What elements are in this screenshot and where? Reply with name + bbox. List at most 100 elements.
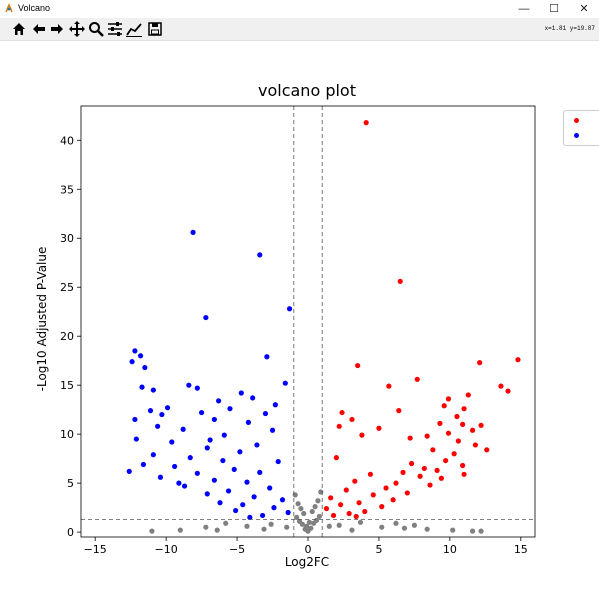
data-point-red <box>407 435 413 441</box>
data-point-red <box>443 457 449 464</box>
data-point-blue <box>247 514 253 521</box>
data-point-blue <box>155 423 161 429</box>
data-point-red <box>343 487 349 493</box>
data-point-blue <box>220 457 226 464</box>
y-tick-label: 20 <box>60 330 74 343</box>
data-point-blue <box>254 442 260 448</box>
legend <box>563 110 599 146</box>
data-point-red <box>359 432 365 438</box>
volcano-plot[interactable]: −15 −10 −5 0 5 10 15 0 5 10 15 20 25 30 35 40 volcano … <box>5 41 594 595</box>
data-point-blue <box>159 411 165 418</box>
data-point-blue <box>204 445 210 451</box>
figure-canvas[interactable]: −15 −10 −5 0 5 10 15 0 5 10 15 20 25 30 35 40 volcano … <box>5 41 594 595</box>
data-point-blue <box>133 436 139 442</box>
data-point-gray <box>326 523 332 529</box>
data-point-red <box>414 376 420 382</box>
data-point-blue <box>139 384 145 390</box>
data-point-blue <box>150 452 156 458</box>
threshold-lines <box>81 106 535 537</box>
data-point-gray <box>308 525 314 531</box>
data-point-gray <box>177 527 183 533</box>
data-point-blue <box>240 502 246 508</box>
data-point-red <box>400 469 406 475</box>
save-icon[interactable] <box>146 20 164 38</box>
data-point-gray <box>349 527 355 533</box>
legend-marker-down <box>574 133 579 138</box>
data-point-gray <box>149 528 155 534</box>
data-point-red <box>397 278 403 284</box>
data-point-red <box>383 485 389 491</box>
data-point-blue <box>190 229 196 235</box>
x-tick-label: −5 <box>229 543 245 556</box>
pan-icon[interactable] <box>68 20 86 38</box>
data-point-red <box>393 480 399 486</box>
data-point-blue <box>180 426 186 432</box>
forward-icon[interactable] <box>48 20 66 38</box>
data-point-gray <box>315 498 321 504</box>
data-point-blue <box>217 500 223 506</box>
home-icon[interactable] <box>10 20 28 38</box>
data-point-blue <box>186 382 192 388</box>
configure-subplots-icon[interactable] <box>106 20 124 38</box>
x-ticks: −15 −10 −5 0 5 10 15 <box>84 537 528 556</box>
window-title: Volcano <box>18 3 51 13</box>
data-point-blue <box>203 314 209 321</box>
data-point-blue <box>140 461 147 468</box>
data-point-gray <box>312 504 318 510</box>
data-point-gray <box>309 508 315 515</box>
data-point-blue <box>269 427 276 433</box>
data-point-blue <box>207 437 213 443</box>
data-point-red <box>438 475 444 481</box>
y-tick-label: 40 <box>60 134 74 147</box>
data-point-red <box>370 492 376 498</box>
data-point-red <box>430 447 436 453</box>
data-point-red <box>478 422 484 428</box>
data-point-blue <box>238 390 244 396</box>
back-icon[interactable] <box>30 20 48 38</box>
data-point-gray <box>469 528 476 534</box>
data-point-blue <box>231 466 237 473</box>
data-point-blue <box>194 385 200 391</box>
maximize-button[interactable]: ☐ <box>539 0 569 18</box>
data-point-red <box>333 455 339 461</box>
data-point-blue <box>257 469 263 475</box>
data-point-red <box>376 425 382 431</box>
data-point-gray <box>424 526 430 532</box>
edit-axis-icon[interactable] <box>125 20 143 38</box>
data-point-blue <box>282 380 288 386</box>
data-point-red <box>323 505 330 512</box>
data-point-blue <box>227 406 233 412</box>
x-tick-label: 0 <box>305 543 312 556</box>
minimize-icon: — <box>518 3 530 15</box>
y-tick-label: 15 <box>60 379 74 392</box>
data-point-blue <box>262 410 269 417</box>
y-ticks: 0 5 10 15 20 25 30 35 40 <box>60 134 81 539</box>
data-point-red <box>445 396 452 402</box>
data-point-red <box>460 421 466 427</box>
data-point-gray <box>336 522 342 528</box>
data-point-blue <box>198 409 205 416</box>
close-button[interactable]: ✕ <box>569 0 599 18</box>
data-point-red <box>363 120 369 126</box>
minimize-button[interactable]: — <box>509 0 539 18</box>
matplotlib-app-icon <box>5 3 13 13</box>
data-point-red <box>451 451 457 457</box>
data-point-blue <box>225 488 232 494</box>
data-point-gray <box>411 522 418 528</box>
data-point-red <box>417 473 423 479</box>
zoom-icon[interactable] <box>87 20 105 38</box>
data-point-gray <box>318 489 324 495</box>
data-point-blue <box>257 252 263 258</box>
data-point-red <box>461 471 467 477</box>
data-point-red <box>353 513 359 520</box>
data-point-red <box>469 427 476 433</box>
x-tick-label: 5 <box>375 543 382 556</box>
data-point-red <box>424 433 430 439</box>
data-point-gray <box>401 525 408 531</box>
data-point-red <box>362 508 368 515</box>
data-point-blue <box>126 468 132 474</box>
data-point-gray <box>478 528 484 534</box>
data-point-red <box>379 504 385 510</box>
data-point-gray <box>268 521 274 527</box>
data-point-red <box>454 413 460 420</box>
